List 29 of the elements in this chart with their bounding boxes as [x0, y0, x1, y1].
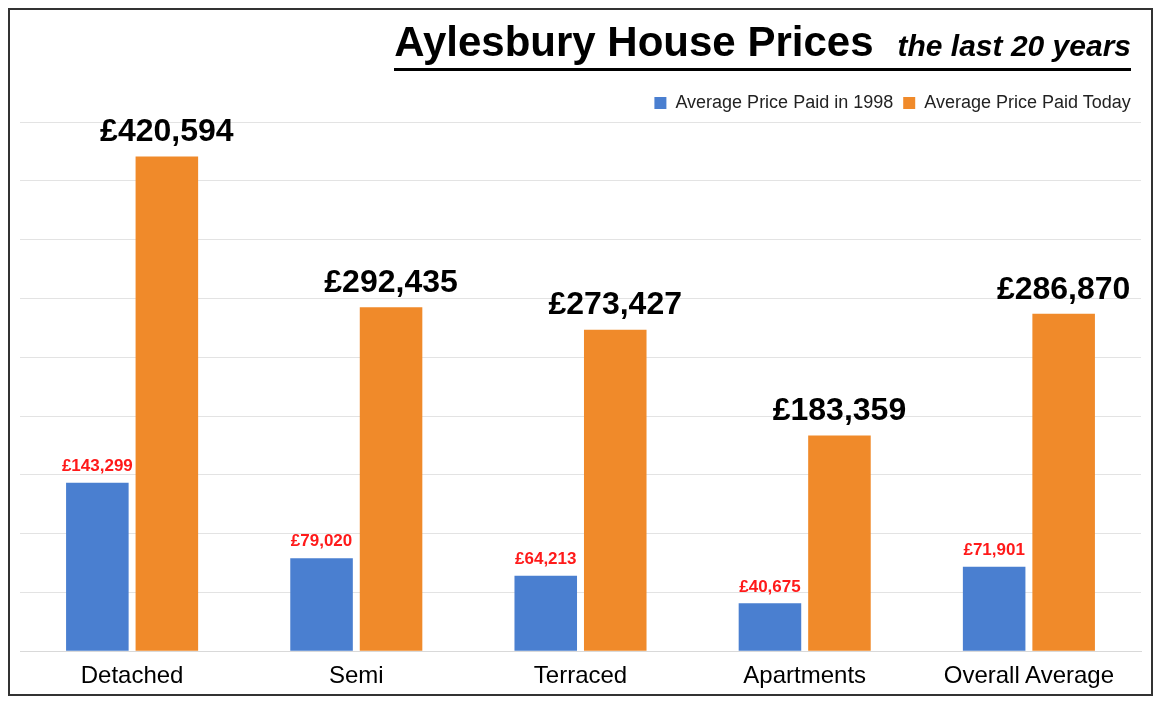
data-label: £183,359 — [772, 391, 907, 428]
data-label: £420,594 — [100, 112, 234, 149]
bar — [135, 156, 199, 651]
bar — [66, 482, 129, 651]
data-label: £286,870 — [996, 269, 1131, 306]
chart-subtitle: the last 20 years — [897, 29, 1131, 62]
data-label: £273,427 — [548, 285, 682, 322]
legend-label: Average Price Paid in 1998 — [675, 91, 894, 112]
data-label: £64,213 — [515, 548, 577, 568]
bar — [583, 329, 647, 651]
legend-label: Average Price Paid Today — [924, 91, 1131, 112]
bar — [359, 307, 423, 651]
data-label: £292,435 — [324, 263, 458, 300]
data-label: £71,901 — [963, 539, 1025, 559]
x-tick-label: Terraced — [533, 661, 628, 689]
x-tick-label: Apartments — [743, 661, 867, 689]
bar — [290, 558, 353, 651]
bar — [738, 603, 802, 651]
bar — [1032, 313, 1095, 651]
x-tick-label: Detached — [80, 661, 184, 689]
data-label: £143,299 — [61, 455, 133, 475]
chart-title: Aylesbury House Prices — [394, 18, 874, 65]
data-label: £40,675 — [739, 576, 801, 596]
bar — [808, 435, 871, 651]
bar — [514, 575, 578, 651]
data-label: £79,020 — [290, 531, 353, 551]
bar — [962, 566, 1026, 651]
x-tick-label: Semi — [328, 661, 384, 689]
x-tick-label: Overall Average — [943, 661, 1115, 689]
